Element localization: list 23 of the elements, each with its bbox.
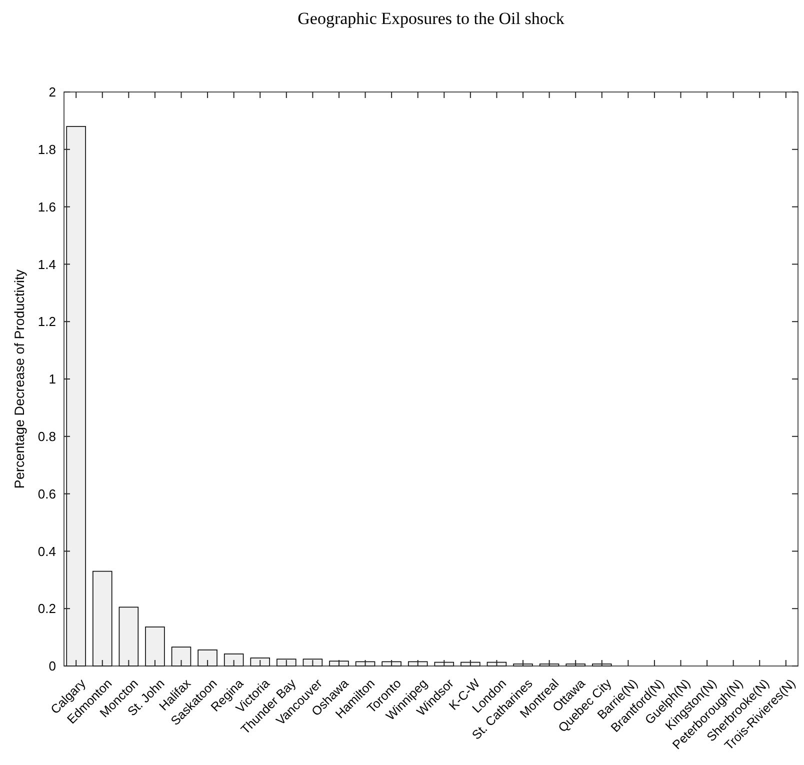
- y-tick-label: 2: [48, 84, 56, 100]
- y-tick-label: 0.4: [38, 544, 56, 559]
- bar: [276, 658, 296, 666]
- y-tick-label: 1.4: [38, 256, 56, 272]
- y-tick-label: 1.8: [38, 142, 56, 157]
- bar: [171, 646, 192, 666]
- chart-title: Geographic Exposures to the Oil shock: [298, 9, 565, 28]
- y-tick-label: 1: [48, 372, 56, 387]
- y-tick-label: 0: [48, 658, 56, 674]
- y-tick-label: 0.2: [38, 601, 56, 616]
- bar: [118, 606, 139, 666]
- bar: [92, 570, 112, 666]
- bar: [66, 126, 86, 666]
- y-tick-label: 1.2: [38, 314, 56, 330]
- bar: [198, 650, 218, 666]
- bar: [145, 626, 165, 666]
- bar: [302, 658, 323, 666]
- bar: [224, 654, 244, 666]
- y-tick-label: 0.6: [38, 486, 56, 502]
- y-axis-title: Percentage Decrease of Productivity: [12, 269, 27, 489]
- bar: [250, 658, 270, 666]
- y-tick-label: 0.8: [38, 428, 56, 444]
- y-tick-label: 1.6: [38, 199, 56, 214]
